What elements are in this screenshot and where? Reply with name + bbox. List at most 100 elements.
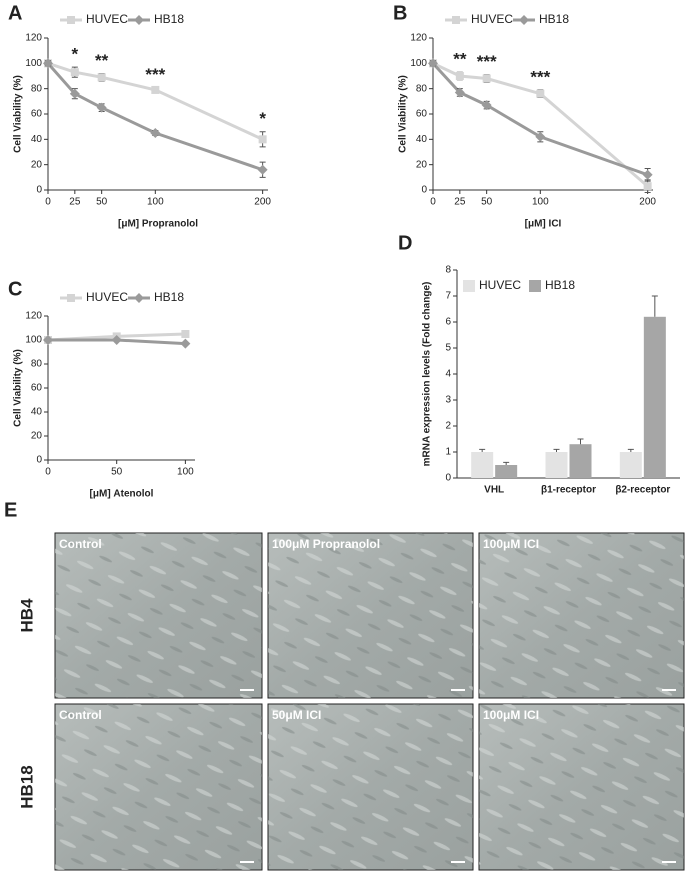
- marker: [482, 74, 491, 83]
- y-tick-label: 40: [416, 134, 428, 145]
- legend-label: HUVEC: [86, 12, 128, 26]
- y-tick-label: 6: [445, 317, 451, 328]
- y-axis-label: Cell Viability (%): [13, 349, 24, 427]
- marker: [181, 330, 190, 338]
- image-title: 50μM ICI: [272, 708, 321, 722]
- x-tick-label: 25: [454, 197, 466, 208]
- y-axis-label: Cell Viability (%): [13, 75, 24, 153]
- y-tick-label: 120: [25, 33, 42, 44]
- y-tick-label: 7: [445, 291, 451, 302]
- marker: [257, 164, 268, 175]
- marker: [69, 88, 80, 99]
- marker: [43, 335, 53, 345]
- y-tick-label: 3: [445, 395, 451, 406]
- bar: [495, 465, 518, 478]
- y-tick-label: 120: [25, 311, 42, 322]
- y-tick-label: 2: [445, 421, 451, 432]
- error-bar: [503, 461, 510, 465]
- significance: ***: [530, 67, 550, 86]
- x-tick-label: 50: [96, 197, 108, 208]
- x-tick-label: β1-receptor: [541, 485, 596, 496]
- micrograph-texture: [55, 533, 262, 698]
- marker: [455, 72, 464, 80]
- x-tick-label: 25: [69, 197, 81, 208]
- significance: **: [95, 51, 109, 70]
- image-title: 100μM ICI: [483, 708, 539, 722]
- bar: [619, 452, 642, 478]
- x-tick-label: 0: [45, 197, 51, 208]
- x-tick-label: 50: [111, 467, 123, 478]
- marker: [643, 182, 652, 191]
- x-tick-label: 50: [481, 197, 493, 208]
- y-tick-label: 5: [445, 343, 451, 354]
- legend-swatch: [463, 280, 475, 292]
- y-tick-label: 20: [31, 159, 43, 170]
- y-tick-label: 4: [445, 369, 451, 380]
- y-tick-label: 0: [36, 455, 42, 466]
- significance: *: [259, 109, 266, 128]
- image-title: Control: [59, 537, 102, 551]
- legend-label: HB18: [539, 12, 569, 26]
- panel-label: C: [8, 278, 22, 300]
- marker: [134, 293, 144, 303]
- y-tick-label: 60: [416, 109, 428, 120]
- legend-label: HUVEC: [471, 12, 513, 26]
- micrograph-texture: [268, 533, 473, 698]
- legend-label: HUVEC: [86, 290, 128, 304]
- marker: [642, 169, 653, 180]
- significance: *: [72, 45, 79, 64]
- image-title: 100μM ICI: [483, 537, 539, 551]
- x-axis-label: [μM] Atenolol: [90, 489, 154, 500]
- marker: [535, 131, 546, 142]
- x-tick-label: β2-receptor: [615, 485, 670, 496]
- legend-label: HB18: [154, 290, 184, 304]
- x-tick-label: 100: [147, 197, 164, 208]
- panel-label: E: [4, 499, 17, 521]
- error-bar: [651, 295, 658, 317]
- error-bar: [479, 448, 486, 452]
- legend-label: HB18: [154, 12, 184, 26]
- y-tick-label: 80: [416, 83, 428, 94]
- marker: [97, 73, 106, 82]
- x-tick-label: 0: [430, 197, 436, 208]
- marker: [96, 102, 107, 113]
- y-tick-label: 100: [25, 58, 42, 69]
- legend-label: HB18: [545, 278, 575, 292]
- micrograph-texture: [55, 704, 262, 870]
- y-tick-label: 60: [31, 383, 43, 394]
- marker: [180, 338, 191, 349]
- error-bar: [553, 448, 560, 452]
- y-tick-label: 40: [31, 134, 43, 145]
- x-tick-label: 100: [532, 197, 549, 208]
- error-bar: [577, 438, 584, 445]
- bar: [643, 316, 666, 478]
- marker: [151, 85, 160, 94]
- bar: [569, 444, 592, 478]
- marker: [67, 294, 75, 302]
- y-axis-label: Cell Viability (%): [398, 75, 409, 153]
- marker: [111, 335, 122, 345]
- y-tick-label: 20: [416, 159, 428, 170]
- micrograph-texture: [268, 704, 473, 870]
- micrograph-texture: [479, 533, 684, 698]
- y-tick-label: 40: [31, 407, 43, 418]
- legend-label: HUVEC: [479, 278, 521, 292]
- x-axis-label: [μM] Propranolol: [118, 219, 198, 230]
- marker: [67, 16, 75, 24]
- marker: [134, 15, 144, 25]
- marker: [428, 58, 438, 69]
- significance: ***: [477, 52, 497, 71]
- marker: [150, 128, 161, 138]
- panel-label: D: [398, 232, 412, 254]
- marker: [536, 89, 545, 98]
- image-title: Control: [59, 708, 102, 722]
- panel-label: A: [8, 2, 22, 24]
- y-tick-label: 80: [31, 359, 43, 370]
- x-tick-label: 200: [639, 197, 656, 208]
- x-axis-label: [μM] ICI: [525, 219, 562, 230]
- row-label: HB4: [17, 598, 36, 633]
- marker: [481, 100, 492, 111]
- micrograph-texture: [479, 704, 684, 870]
- marker: [43, 58, 53, 69]
